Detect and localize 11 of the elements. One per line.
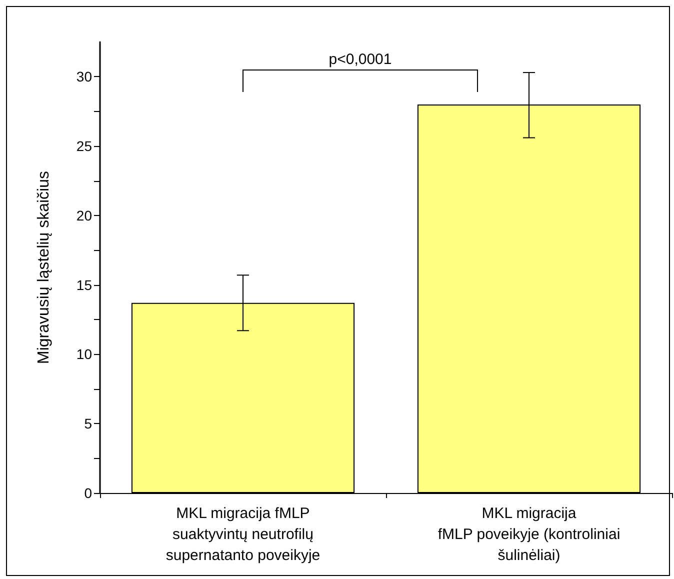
y-tick-label: 5 [84, 416, 92, 432]
y-tick-label: 15 [76, 276, 92, 293]
y-axis-title: Migravusių ląstelių skaičius [36, 171, 52, 364]
y-tick-label: 30 [76, 68, 92, 85]
y-tick-label: 20 [76, 207, 92, 224]
annotation: p<0,0001 [328, 51, 392, 68]
y-tick-label: 25 [76, 138, 92, 154]
x-tick-label: MKL migracija fMLP suaktyvintų neutrofilų supernatanto poveikyje [166, 505, 320, 564]
x-tick-label: MKL migracija fMLP poveikyje (kontroliniai šulinėliai) [438, 505, 620, 564]
y-tick-label: 0 [84, 485, 92, 501]
y-tick-label: 10 [76, 346, 92, 362]
